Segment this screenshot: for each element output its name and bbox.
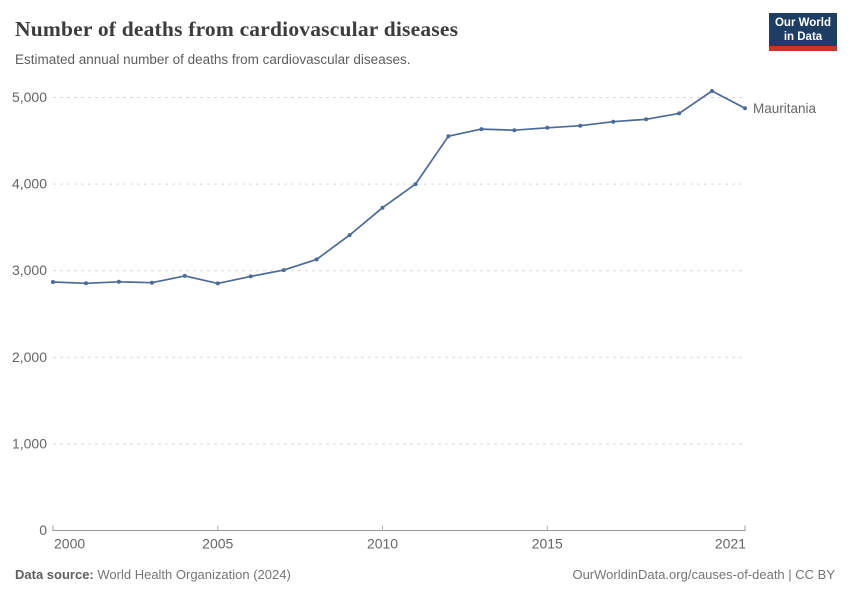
y-axis-tick-label: 3,000	[12, 262, 47, 278]
x-axis-tick-label: 2021	[715, 536, 746, 552]
chart-footer: Data source: World Health Organization (…	[15, 567, 835, 582]
data-source: Data source: World Health Organization (…	[15, 567, 291, 582]
data-point[interactable]	[182, 273, 187, 278]
data-line	[52, 90, 746, 285]
data-point[interactable]	[479, 127, 484, 132]
y-axis-tick-label: 0	[39, 522, 47, 538]
data-point[interactable]	[743, 106, 747, 111]
owid-logo[interactable]: Our World in Data	[769, 13, 837, 51]
data-point[interactable]	[116, 279, 121, 284]
data-point[interactable]	[215, 281, 220, 286]
data-point[interactable]	[281, 268, 286, 273]
x-axis-tick-label: 2015	[532, 536, 563, 552]
data-point[interactable]	[545, 125, 550, 130]
owid-logo-line1: Our World	[774, 17, 831, 29]
data-point[interactable]	[710, 89, 714, 93]
data-source-label: Data source:	[15, 567, 94, 582]
data-point[interactable]	[314, 257, 319, 262]
y-axis-tick-label: 1,000	[12, 435, 47, 451]
data-point[interactable]	[578, 123, 583, 128]
footer-citation-link[interactable]: OurWorldinData.org/causes-of-death | CC …	[572, 567, 835, 582]
data-point[interactable]	[644, 117, 649, 122]
data-point[interactable]	[51, 280, 55, 284]
page-subtitle: Estimated annual number of deaths from c…	[15, 52, 411, 67]
y-axis-tick-label: 2,000	[12, 349, 47, 365]
x-axis-tick-label: 2005	[202, 536, 233, 552]
data-point[interactable]	[380, 205, 385, 210]
data-point[interactable]	[248, 274, 253, 279]
owid-logo-line2: in Data	[783, 31, 823, 43]
data-point[interactable]	[347, 233, 352, 238]
data-point[interactable]	[413, 182, 418, 187]
data-point[interactable]	[512, 128, 517, 133]
y-axis-tick-label: 5,000	[12, 89, 47, 105]
data-point[interactable]	[611, 119, 616, 124]
y-axis-tick-label: 4,000	[12, 176, 47, 192]
data-point[interactable]	[446, 134, 451, 139]
data-point[interactable]	[677, 111, 682, 116]
data-point[interactable]	[84, 281, 88, 286]
series-label[interactable]: Mauritania	[753, 101, 817, 116]
x-axis-tick-label: 2000	[54, 536, 85, 552]
data-source-text: World Health Organization (2024)	[97, 567, 291, 582]
page-title: Number of deaths from cardiovascular dis…	[15, 17, 459, 41]
data-point[interactable]	[149, 280, 154, 285]
x-axis-tick-label: 2010	[367, 536, 398, 552]
